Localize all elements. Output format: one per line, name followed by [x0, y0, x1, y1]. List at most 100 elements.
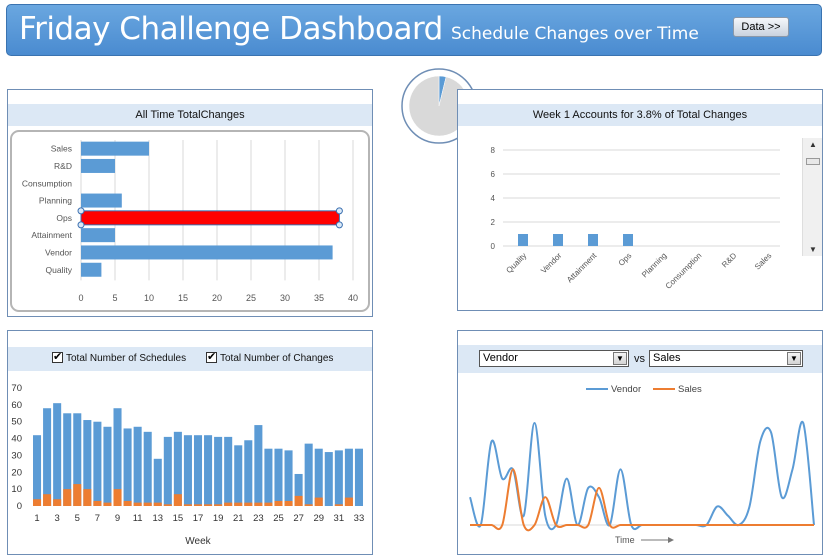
schedules-bar [244, 440, 253, 506]
schedules-bar [224, 436, 233, 506]
y-tick-label: Planning [39, 196, 72, 206]
changes-bar [133, 502, 142, 506]
schedules-checkbox-label: Total Number of Schedules [66, 353, 187, 365]
x-axis-title: Week [185, 536, 211, 547]
x-tick-label: 15 [178, 293, 188, 303]
chevron-down-icon[interactable]: ▼ [787, 352, 801, 365]
schedules-bar [143, 431, 152, 506]
changes-bar [193, 504, 203, 506]
checkbox-checked-icon[interactable] [52, 350, 63, 363]
bar-highlighted [80, 210, 340, 226]
sales-line [470, 468, 814, 532]
x-tick-label: 3 [55, 513, 60, 524]
selection-handle [335, 221, 343, 229]
changes-checkbox[interactable]: Total Number of Changes [206, 350, 334, 365]
x-tick-label: Attainment [565, 251, 599, 285]
x-tick-label: 0 [78, 293, 83, 303]
x-tick-label: 1 [34, 513, 39, 524]
changes-bar [73, 484, 82, 506]
x-tick-label: Quality [504, 251, 528, 275]
schedules-bar [133, 426, 142, 506]
y-tick-label: Ops [56, 213, 72, 223]
scroll-up-icon[interactable]: ▲ [809, 140, 817, 149]
schedules-bar [123, 428, 132, 506]
changes-bar [143, 502, 152, 506]
y-tick-label: Consumption [22, 178, 72, 188]
x-tick-label: 20 [212, 293, 222, 303]
y-tick-label: Vendor [45, 247, 72, 257]
x-axis-title: Time [615, 535, 635, 545]
changes-bar [314, 497, 323, 506]
schedules-bar [163, 436, 172, 506]
week-panel: Week 1 Accounts for 3.8% of Total Change… [457, 89, 823, 311]
week-scrollbar[interactable]: ▲ ▼ [802, 138, 822, 256]
schedules-checkbox[interactable]: Total Number of Schedules [52, 350, 187, 365]
bar [518, 234, 528, 246]
alltime-panel: All Time TotalChanges 0 5 10 15 20 25 30 35 40 Sa… [7, 89, 373, 317]
scroll-thumb[interactable] [806, 158, 820, 165]
changes-bar [43, 494, 52, 506]
weekly-panel: Total Number of Schedules Total Number o… [7, 330, 373, 555]
y-tick-label: 20 [11, 467, 22, 478]
schedules-bar [153, 458, 162, 506]
changes-bar [123, 500, 132, 506]
bar [81, 158, 115, 173]
schedules-bar [53, 403, 62, 506]
x-tick-label: 13 [152, 513, 163, 524]
x-tick-label: 33 [354, 513, 365, 524]
schedules-bar [324, 452, 333, 506]
y-tick-label: 0 [17, 501, 22, 512]
right-series-select[interactable]: Sales ▼ [649, 350, 803, 367]
x-tick-label: Vendor [539, 251, 564, 276]
y-tick-label: 0 [491, 242, 496, 251]
changes-bar [93, 500, 102, 506]
schedules-bar [43, 408, 52, 506]
x-tick-label: 23 [253, 513, 264, 524]
legend-label: Sales [678, 384, 702, 395]
selection-handle [335, 207, 343, 215]
x-tick-label: 27 [293, 513, 304, 524]
chevron-down-icon[interactable]: ▼ [613, 352, 627, 365]
x-tick-label: 25 [273, 513, 284, 524]
x-tick-label: R&D [720, 251, 738, 269]
alltime-bar-chart[interactable]: 0 5 10 15 20 25 30 35 40 Sales R&D Consumption Plann… [8, 128, 372, 318]
changes-bar [153, 502, 162, 506]
vs-label: vs [634, 353, 645, 365]
changes-bar [334, 504, 343, 506]
compare-line-chart: Vendor Sales Time [469, 384, 815, 545]
x-tick-label: 17 [193, 513, 204, 524]
checkbox-checked-icon[interactable] [206, 350, 217, 363]
left-series-select[interactable]: Vendor ▼ [479, 350, 629, 367]
y-tick-label: 60 [11, 400, 22, 411]
changes-checkbox-label: Total Number of Changes [220, 353, 334, 365]
week-bar-chart: 0 2 4 6 8 Quality Vendor Attainment Ops PlanningC… [491, 146, 780, 291]
x-tick-label: 21 [233, 513, 244, 524]
bar [553, 234, 563, 246]
bar [623, 234, 633, 246]
schedules-bar [113, 408, 122, 506]
y-tick-label: 50 [11, 417, 22, 428]
alltime-chart-title: All Time TotalChanges [135, 109, 245, 121]
x-tick-label: 30 [280, 293, 290, 303]
changes-bar [204, 504, 213, 506]
y-tick-label: 30 [11, 450, 22, 461]
schedules-bar [344, 448, 353, 506]
data-button[interactable]: Data >> [733, 17, 789, 37]
alltime-panel-header [8, 104, 372, 126]
chart-frame [10, 130, 370, 312]
changes-bar [264, 502, 273, 506]
legend-label: Vendor [611, 384, 641, 395]
changes-bar [83, 489, 92, 506]
changes-bar [304, 504, 313, 506]
x-tick-label: 10 [144, 293, 154, 303]
dashboard-subtitle: Schedule Changes over Time [451, 24, 699, 44]
arrow-head-icon [668, 537, 674, 543]
x-tick-label: Planning [640, 251, 668, 279]
scroll-down-icon[interactable]: ▼ [809, 245, 817, 254]
schedules-bar [254, 425, 263, 506]
bar [81, 141, 149, 156]
schedules-bar [193, 435, 203, 506]
schedules-bar [73, 413, 82, 506]
x-tick-label: 35 [314, 293, 324, 303]
schedules-bar [274, 448, 283, 506]
